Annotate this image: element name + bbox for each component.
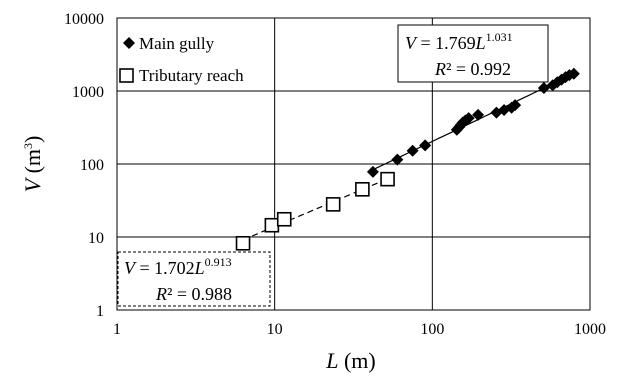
grid: [116, 17, 591, 311]
y-tick-label: 10000: [64, 11, 104, 28]
data-point-main-gully: [472, 108, 485, 121]
x-axis-title: L (m): [325, 348, 376, 373]
tick-labels: 1 10 100 1000 1 10 100 1000 10000: [64, 11, 606, 338]
equation-box-main-gully: V = 1.769L1.031 R² = 0.992: [397, 24, 549, 83]
legend: Main gully Tributary reach: [119, 34, 244, 85]
x-tick-label: 1: [113, 321, 121, 338]
data-point-tributary-reach: [325, 197, 341, 212]
fit-lines: [242, 73, 575, 241]
equation-main-gully: V = 1.769L1.031: [405, 30, 513, 53]
r-squared-main-gully: R² = 0.992: [434, 59, 511, 79]
data-point-tributary-reach: [355, 182, 370, 197]
r-squared-tributary-reach: R² = 0.988: [155, 284, 232, 304]
y-tick-label: 1000: [72, 84, 104, 101]
data-point-main-gully: [537, 81, 550, 94]
y-tick-label: 10: [88, 230, 104, 247]
data-point-tributary-reach: [235, 235, 251, 251]
y-tick-label: 1: [96, 303, 104, 320]
data-point-main-gully: [509, 99, 522, 112]
data-point-tributary-reach: [264, 217, 280, 233]
data-markers: [235, 67, 580, 251]
legend-item-tributary-reach: Tributary reach: [119, 66, 244, 85]
legend-label-tributary-reach: Tributary reach: [139, 66, 244, 85]
data-point-main-gully: [391, 153, 404, 166]
legend-item-main-gully: Main gully: [123, 34, 215, 53]
equation-tributary-reach: V = 1.702L0.913: [124, 255, 232, 278]
equation-box-main-gully-frame: [397, 24, 549, 83]
data-point-tributary-reach: [276, 211, 292, 227]
data-point-main-gully: [567, 67, 580, 80]
equation-box-tributary-reach: V = 1.702L0.913 R² = 0.988: [117, 251, 271, 307]
data-point-main-gully: [406, 144, 419, 157]
x-tick-label: 100: [420, 321, 444, 338]
legend-square-marker: [119, 68, 134, 83]
x-tick-label: 10: [267, 321, 283, 338]
x-tick-label: 1000: [574, 321, 606, 338]
data-point-main-gully: [366, 165, 379, 178]
equation-box-tributary-reach-frame: [117, 251, 271, 307]
data-point-main-gully: [419, 139, 432, 152]
data-point-tributary-reach: [380, 171, 395, 187]
y-tick-label: 100: [80, 157, 104, 174]
legend-label-main-gully: Main gully: [139, 34, 215, 53]
y-axis-title: V (m3): [20, 136, 45, 193]
legend-diamond-marker: [123, 37, 135, 49]
data-point-main-gully: [462, 112, 475, 125]
